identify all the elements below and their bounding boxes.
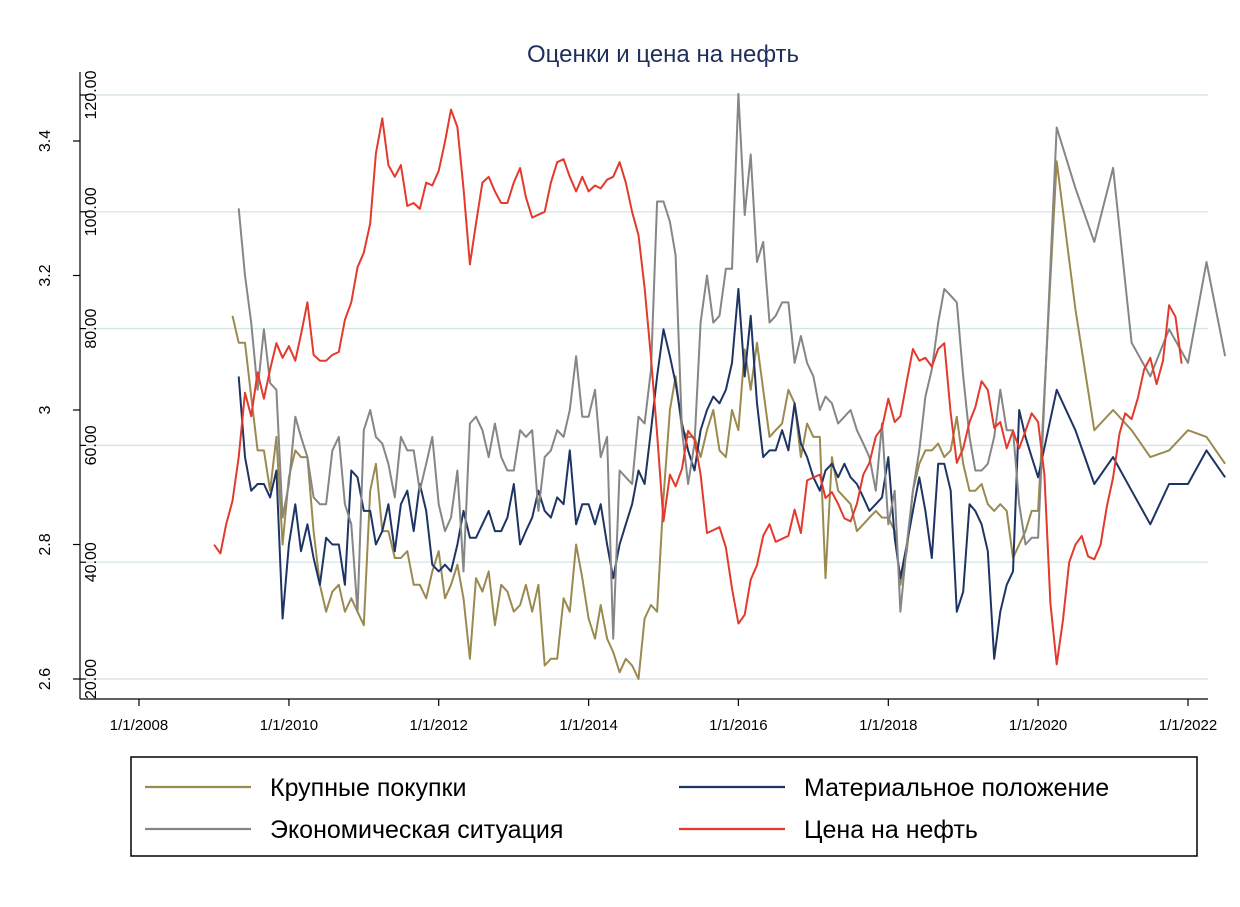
series-line-4 xyxy=(213,108,1183,666)
x-tick-label: 1/1/2008 xyxy=(110,717,168,734)
series-line-2 xyxy=(237,287,1226,660)
x-tick-label: 1/1/2012 xyxy=(409,717,467,734)
y-right-tick-label: 20.00 xyxy=(83,659,100,699)
chart-title: Оценки и цена на нефть xyxy=(527,41,799,68)
y-left-tick-label: 3 xyxy=(37,405,54,414)
x-tick-label: 1/1/2016 xyxy=(709,717,767,734)
legend-label: Цена на нефть xyxy=(804,816,978,844)
series-layer xyxy=(213,92,1227,680)
legend: Крупные покупки Материальное положение Эко… xyxy=(130,756,1198,857)
axes-layer: 2.6 2.8 3 3.2 3.4 20.00 40.00 60.00 80.00 100.00 1… xyxy=(37,70,1217,734)
legend-label: Материальное положение xyxy=(804,774,1109,802)
series-line-3 xyxy=(237,92,1227,640)
legend-box xyxy=(130,756,1198,857)
x-tick-label: 1/1/2020 xyxy=(1009,717,1067,734)
y-left-tick-label: 3.4 xyxy=(37,130,54,152)
series-line-1 xyxy=(231,160,1226,680)
y-right-tick-label: 40.00 xyxy=(83,542,100,582)
legend-label: Экономическая ситуация xyxy=(270,816,563,844)
x-tick-label: 1/1/2018 xyxy=(859,717,917,734)
x-tick-label: 1/1/2022 xyxy=(1159,717,1217,734)
y-right-tick-label: 60.00 xyxy=(83,425,100,465)
y-right-tick-label: 100.00 xyxy=(83,187,100,236)
y-left-tick-label: 2.8 xyxy=(37,533,54,555)
y-right-tick-label: 80.00 xyxy=(83,308,100,348)
y-left-tick-label: 2.6 xyxy=(37,668,54,690)
x-tick-label: 1/1/2010 xyxy=(260,717,318,734)
x-tick-label: 1/1/2014 xyxy=(559,717,617,734)
y-left-tick-label: 3.2 xyxy=(37,264,54,286)
grid-layer xyxy=(82,94,1208,680)
y-right-tick-label: 120.00 xyxy=(83,70,100,119)
legend-label: Крупные покупки xyxy=(270,774,466,802)
